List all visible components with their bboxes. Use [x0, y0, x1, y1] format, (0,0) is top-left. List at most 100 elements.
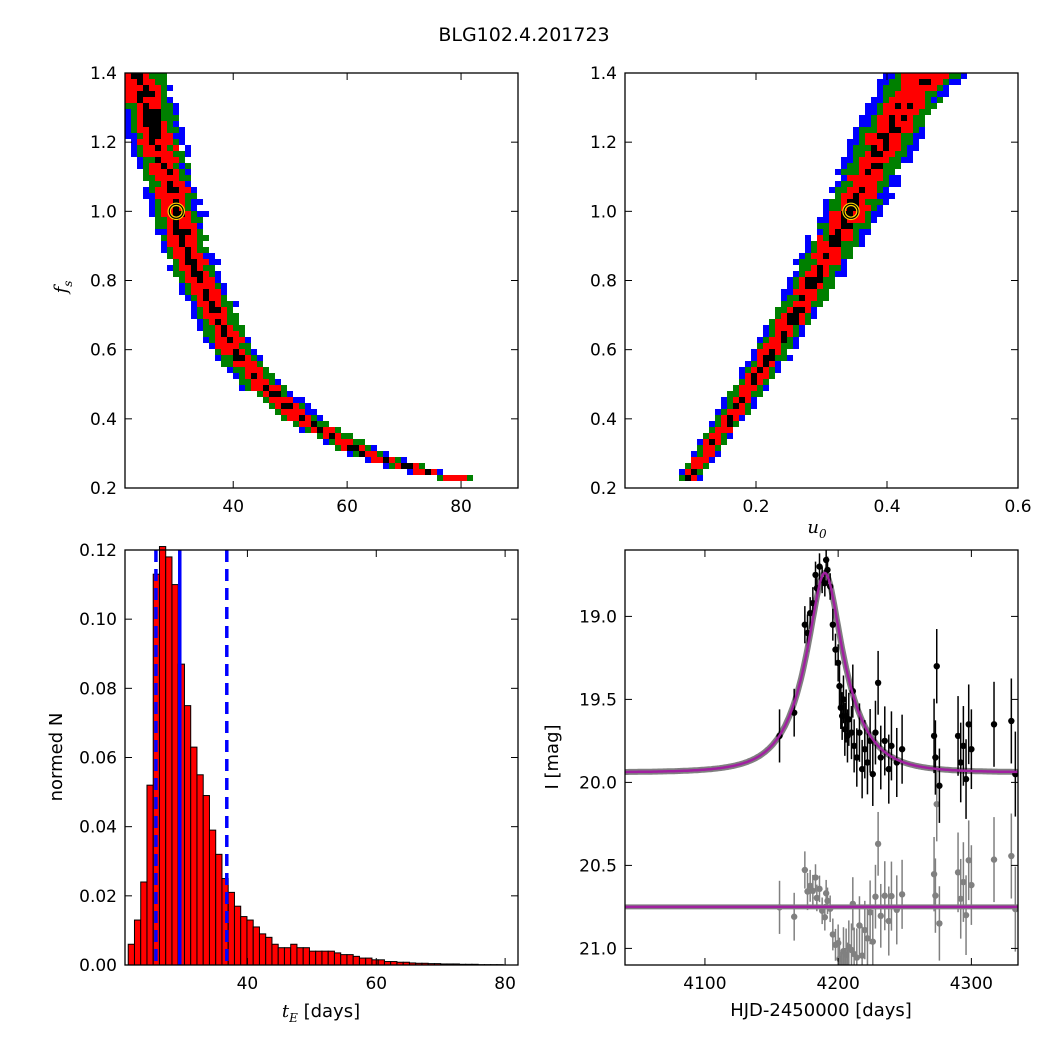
heatmap-cell	[281, 397, 287, 403]
heatmap-cell	[341, 445, 347, 451]
heatmap-cell	[865, 103, 871, 109]
heatmap-cell	[191, 241, 197, 247]
residual-point	[965, 857, 972, 864]
y-tick-label: 1.4	[590, 64, 617, 84]
heatmap-cell	[883, 121, 889, 127]
heatmap-cell	[931, 97, 937, 103]
heatmap-cell	[907, 133, 913, 139]
heatmap-cell	[919, 97, 925, 103]
heatmap-cell	[841, 193, 847, 199]
heatmap-cell	[185, 193, 191, 199]
residual-point	[829, 931, 837, 938]
heatmap-cell	[203, 277, 209, 283]
heatmap-cell	[697, 457, 703, 463]
heatmap-cell	[131, 91, 137, 97]
heatmap-cell	[853, 133, 859, 139]
heatmap-cell	[389, 463, 395, 469]
heatmap-cell	[191, 283, 197, 289]
y-tick-label: 19.5	[579, 690, 617, 710]
heatmap-cell	[299, 427, 305, 433]
heatmap-cell	[691, 457, 697, 463]
heatmap-cell	[305, 409, 311, 415]
heatmap-cell	[871, 139, 877, 145]
heatmap-cell	[829, 217, 835, 223]
heatmap-cell	[847, 187, 853, 193]
histogram-bars	[127, 546, 504, 966]
heatmap-cell	[233, 349, 239, 355]
heatmap-cell	[227, 355, 233, 361]
heatmap-cell	[161, 211, 167, 217]
heatmap-cell	[853, 151, 859, 157]
heatmap-cell	[787, 331, 793, 337]
heatmap-cell	[209, 301, 215, 307]
heatmap-cell	[161, 163, 167, 169]
heatmap-cell	[227, 331, 233, 337]
heatmap-cell	[871, 145, 877, 151]
heatmap-cell	[847, 193, 853, 199]
heatmap-cell	[137, 145, 143, 151]
heatmap-cell	[149, 145, 155, 151]
heatmap-cell	[817, 223, 823, 229]
heatmap-cell	[263, 397, 269, 403]
heatmap-cell	[185, 187, 191, 193]
heatmap-cell	[793, 301, 799, 307]
heatmap-cell	[877, 199, 883, 205]
heatmap-cell	[883, 103, 889, 109]
heatmap-cell	[859, 229, 865, 235]
heatmap-cell	[865, 145, 871, 151]
heatmap-cell	[757, 343, 763, 349]
residual-point	[1008, 852, 1015, 860]
heatmap-cell	[437, 469, 443, 475]
heatmap-cell	[251, 373, 257, 379]
heatmap-cell	[215, 277, 221, 283]
heatmap-cell	[149, 151, 155, 157]
x-tick-label: 4300	[950, 974, 993, 994]
heatmap-cell	[125, 115, 131, 121]
heatmap-cell	[859, 181, 865, 187]
heatmap-cell	[679, 475, 685, 481]
heatmap-cell	[131, 145, 137, 151]
heatmap-cell	[847, 235, 853, 241]
heatmap-cell	[895, 73, 901, 79]
heatmap-cell	[799, 277, 805, 283]
heatmap-cell	[817, 247, 823, 253]
heatmap-cell	[799, 283, 805, 289]
heatmap-cell	[317, 427, 323, 433]
heatmap-cell	[227, 313, 233, 319]
heatmap-cell	[859, 127, 865, 133]
heatmap-cell	[215, 331, 221, 337]
heatmap-cell	[251, 355, 257, 361]
heatmap-cell	[733, 421, 739, 427]
heatmap-cell	[859, 217, 865, 223]
heatmap-cell	[347, 445, 353, 451]
data-point	[864, 759, 871, 766]
heatmap-cell	[871, 127, 877, 133]
heatmap-cell	[203, 235, 209, 241]
heatmap-cell	[191, 211, 197, 217]
heatmap-cell	[817, 217, 823, 223]
heatmap-cell	[299, 397, 305, 403]
heatmap-cell	[877, 85, 883, 91]
heatmap-cell	[787, 295, 793, 301]
heatmap-cell	[149, 79, 155, 85]
heatmap-cell	[179, 247, 185, 253]
heatmap-cell	[895, 163, 901, 169]
heatmap-cell	[805, 319, 811, 325]
heatmap-cell	[901, 127, 907, 133]
heatmap-cell	[215, 355, 221, 361]
heatmap-cell	[925, 79, 931, 85]
data-point	[936, 782, 943, 789]
heatmap-cell	[335, 445, 341, 451]
heatmap-cell	[763, 349, 769, 355]
heatmap-cell	[191, 205, 197, 211]
heatmap-cell	[853, 199, 859, 205]
heatmap-cell	[161, 241, 167, 247]
heatmap-cell	[143, 139, 149, 145]
y-tick-label: 0.08	[79, 679, 117, 699]
y-tick-label: 0.02	[79, 887, 117, 907]
heatmap-cell	[841, 223, 847, 229]
heatmap-cell	[733, 397, 739, 403]
heatmap-cell	[191, 259, 197, 265]
heatmap-cell	[793, 259, 799, 265]
heatmap-cell	[239, 337, 245, 343]
